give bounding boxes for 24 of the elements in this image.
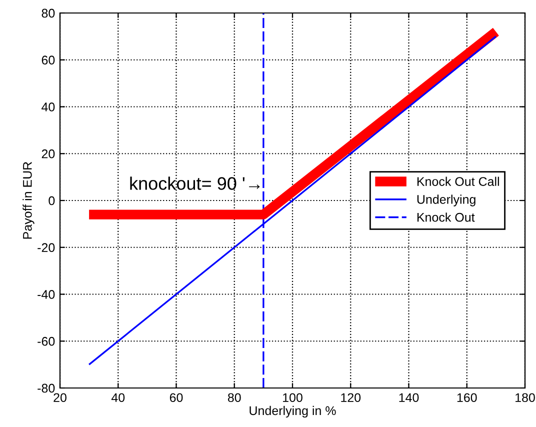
x-tick-label: 120 [341,393,361,402]
legend-label: Underlying [417,194,476,206]
x-tick-label: 140 [399,393,419,402]
x-axis-title: Underlying in % [250,406,336,418]
y-tick-label: 40 [42,102,55,112]
legend-label: Knock Out [417,212,475,222]
y-axis-title: Payoff in EUR [22,162,34,239]
y-tick-label: -40 [38,290,55,299]
y-tick-label: -60 [38,336,55,346]
x-tick-label: 60 [170,393,183,402]
y-tick-label: 20 [42,149,55,158]
legend-label: Knock Out Call [417,176,499,186]
x-tick-label: 20 [54,393,66,402]
x-tick-label: 40 [111,393,125,402]
y-tick-label: 80 [42,8,55,18]
x-tick-label: 80 [228,393,241,402]
y-tick-label: -80 [38,384,55,393]
y-tick-label: -20 [38,243,55,252]
annotation: knockout= 90 '→ [130,176,260,190]
y-tick-label: 0 [48,196,55,206]
y-tick-label: 60 [42,56,55,65]
x-tick-label: 180 [516,393,535,402]
x-tick-label: 160 [457,393,477,402]
x-tick-label: 100 [283,393,302,402]
